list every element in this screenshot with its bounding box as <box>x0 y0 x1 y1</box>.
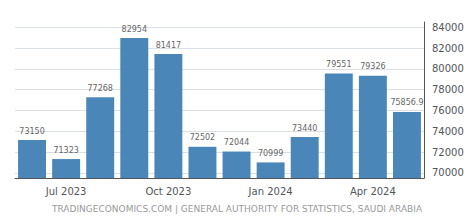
svg-text:71323: 71323 <box>53 146 78 155</box>
svg-text:Oct 2023: Oct 2023 <box>145 186 191 197</box>
svg-text:78000: 78000 <box>432 84 464 95</box>
svg-text:80000: 80000 <box>432 63 464 74</box>
svg-text:70000: 70000 <box>432 167 464 178</box>
svg-text:82000: 82000 <box>432 43 464 54</box>
svg-text:75856.9: 75856.9 <box>390 98 423 107</box>
svg-text:82954: 82954 <box>122 25 147 34</box>
svg-text:79551: 79551 <box>326 60 351 69</box>
svg-text:Jul 2023: Jul 2023 <box>45 186 87 197</box>
svg-text:72000: 72000 <box>432 147 464 158</box>
svg-text:74000: 74000 <box>432 126 464 137</box>
svg-text:79326: 79326 <box>360 62 385 71</box>
svg-text:72502: 72502 <box>190 133 215 142</box>
svg-text:84000: 84000 <box>432 22 464 33</box>
svg-text:73440: 73440 <box>292 124 317 133</box>
svg-text:Apr 2024: Apr 2024 <box>350 186 396 197</box>
svg-text:TRADINGECONOMICS.COM | GENERAL: TRADINGECONOMICS.COM | GENERAL AUTHORITY… <box>51 204 423 214</box>
svg-text:77268: 77268 <box>87 84 112 93</box>
svg-text:73150: 73150 <box>19 127 44 136</box>
svg-text:76000: 76000 <box>432 105 464 116</box>
svg-text:72044: 72044 <box>224 138 249 147</box>
svg-text:70999: 70999 <box>258 149 283 158</box>
svg-text:Jan 2024: Jan 2024 <box>248 186 293 197</box>
svg-text:81417: 81417 <box>156 41 181 50</box>
